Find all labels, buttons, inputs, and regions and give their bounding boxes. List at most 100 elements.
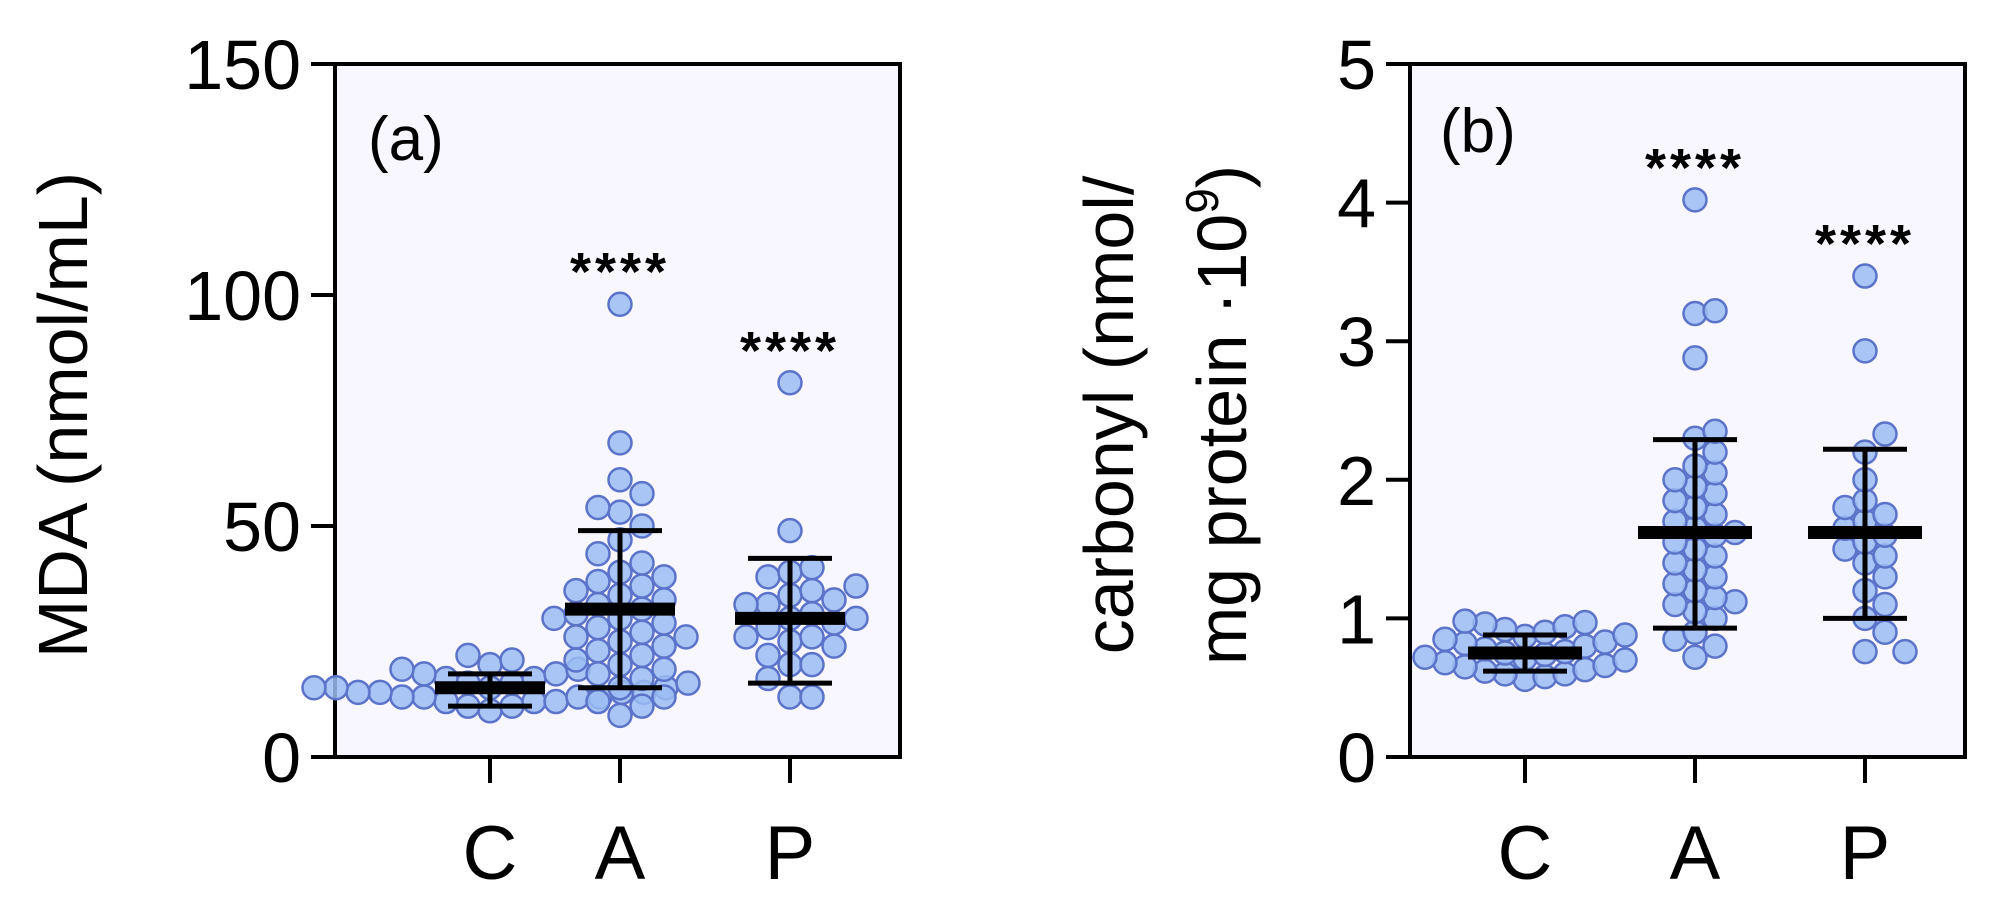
panel-b-data-point (1872, 501, 1898, 528)
panel-a-data-point (629, 619, 655, 646)
panel-a-data-point (629, 513, 655, 539)
panel-a-data-point (607, 430, 633, 456)
panel-b-x-tick-label: C (1498, 811, 1553, 896)
panel-a-y-tick-label: 0 (262, 719, 301, 797)
panel-b-data-point (1662, 467, 1688, 493)
panel-a-data-point (301, 674, 327, 701)
panel-a-data-point (629, 642, 655, 669)
panel-a-data-point (777, 517, 803, 544)
panel-b-data-point (1872, 619, 1898, 646)
panel-a-data-point (843, 573, 869, 599)
panel-a-data-point (543, 688, 569, 715)
panel-a-data-point (629, 480, 655, 507)
panel-b-data-point (1682, 187, 1708, 213)
panel-b-x-tick-label: P (1840, 811, 1891, 896)
panel-a-significance: **** **** (570, 242, 840, 381)
panel-a-significance-label: **** (570, 242, 670, 302)
panel-a-data-point (585, 661, 611, 687)
panel-a-data-point (345, 679, 371, 706)
panel-a-data-point (607, 291, 633, 317)
panel-a-data-point (607, 499, 633, 525)
panel-a-data-point (755, 564, 781, 590)
panel-b-y-axis-title-line2: mg protein ·109) (1176, 165, 1261, 665)
panel-b-y-tick-label: 5 (1337, 26, 1376, 104)
panel-a-data-point (673, 624, 699, 650)
panel-b-data-point (1412, 644, 1438, 670)
panel-a-data-point (585, 540, 611, 567)
panel-b-points (1412, 187, 1918, 693)
panel-b-data-point (1682, 644, 1708, 670)
panel-b-data-point (1852, 338, 1878, 364)
panel-a-y-ticks: 0 50 100 150 (184, 26, 335, 797)
panel-b-data-point (1852, 638, 1878, 665)
panel-a-data-point (843, 605, 869, 632)
panel-a-data-point (323, 674, 349, 701)
panel-a-data-point (675, 670, 701, 696)
panel-b-mean-error-bars (1468, 437, 1922, 674)
panel-a-data-point (755, 642, 781, 669)
panel-b-data-point (1702, 633, 1728, 659)
panel-a-data-point (563, 647, 589, 673)
panel-b-data-point (1852, 263, 1878, 289)
panel-b-data-point (1892, 638, 1918, 665)
panel-a-data-point (499, 647, 525, 673)
panel-a-data-point (651, 656, 677, 682)
panel-b-label: (b) (1440, 97, 1516, 166)
panel-b-y-tick-label: 2 (1337, 442, 1376, 520)
panel-a-data-point (389, 684, 415, 710)
panel-b-x-tick-label: A (1670, 811, 1721, 896)
panel-a-data-point (585, 637, 611, 664)
panel-a-x-tick-label: C (463, 811, 518, 896)
panel-b-y-tick-label: 0 (1337, 719, 1376, 797)
panel-a-significance-label: **** (740, 321, 840, 381)
panel-b-data-point (1452, 608, 1478, 634)
panel-a-data-point (585, 494, 611, 521)
panel-b-data-point (1702, 297, 1728, 324)
panel-b-y-ticks: 0 1 2 3 4 5 (1337, 26, 1410, 797)
panel-a-y-axis-title: MDA (nmol/mL) (24, 172, 102, 658)
panel-a-data-point (629, 693, 655, 719)
panel-a-x-tick-label: P (765, 811, 816, 896)
panel-b-y-tick-label: 3 (1337, 303, 1376, 381)
panel-a-data-point (651, 633, 677, 659)
panel-a-data-point (389, 656, 415, 682)
panel-a-data-point (585, 614, 611, 641)
panel-a-data-point (629, 573, 655, 599)
panel-b-significance-label: **** (1645, 138, 1745, 198)
panel-b-y-tick-label: 4 (1337, 165, 1376, 243)
panel-a-data-point (777, 684, 803, 710)
panel-a-data-point (607, 467, 633, 493)
panel-b-data-point (1432, 626, 1458, 652)
panel-b-data-point (1872, 591, 1898, 618)
panel-a-y-tick-label: 50 (223, 488, 301, 566)
panel-a-y-tick-label: 150 (184, 26, 301, 104)
panel-a-mean-error-bars (435, 528, 845, 709)
panel-a-data-point (455, 642, 481, 669)
panel-b-y-axis-title-suffix: ) (1183, 165, 1261, 188)
panel-a-data-point (563, 624, 589, 650)
panel-a-data-point (585, 568, 611, 595)
panel-b-y-axis-title-sup: 9 (1176, 188, 1228, 214)
panel-a-x-tick-label: A (595, 811, 646, 896)
panel-a-data-point (607, 702, 633, 729)
panel-a-data-point (629, 550, 655, 576)
panel-b-data-point (1572, 609, 1598, 636)
panel-a-data-point (651, 684, 677, 710)
panel-b-data-point (1682, 345, 1708, 371)
panel-b-y-tick-label: 1 (1337, 580, 1376, 658)
panel-b-data-point (1612, 622, 1638, 648)
panel-a-data-point (799, 624, 825, 650)
panel-b-y-axis-title-main: mg protein ·10 (1183, 214, 1261, 665)
panel-a-data-point (755, 665, 781, 692)
panel-a-data-point (799, 577, 825, 604)
panel-b-y-axis-title-line1: carbonyl (nmol/ (1070, 175, 1148, 654)
panel-b-significance-label: **** (1815, 214, 1915, 274)
panel-b-data-point (1702, 418, 1728, 445)
panel-a-data-point (541, 605, 567, 632)
panel-b-data-point (1872, 421, 1898, 447)
panel-a-data-point (733, 624, 759, 650)
